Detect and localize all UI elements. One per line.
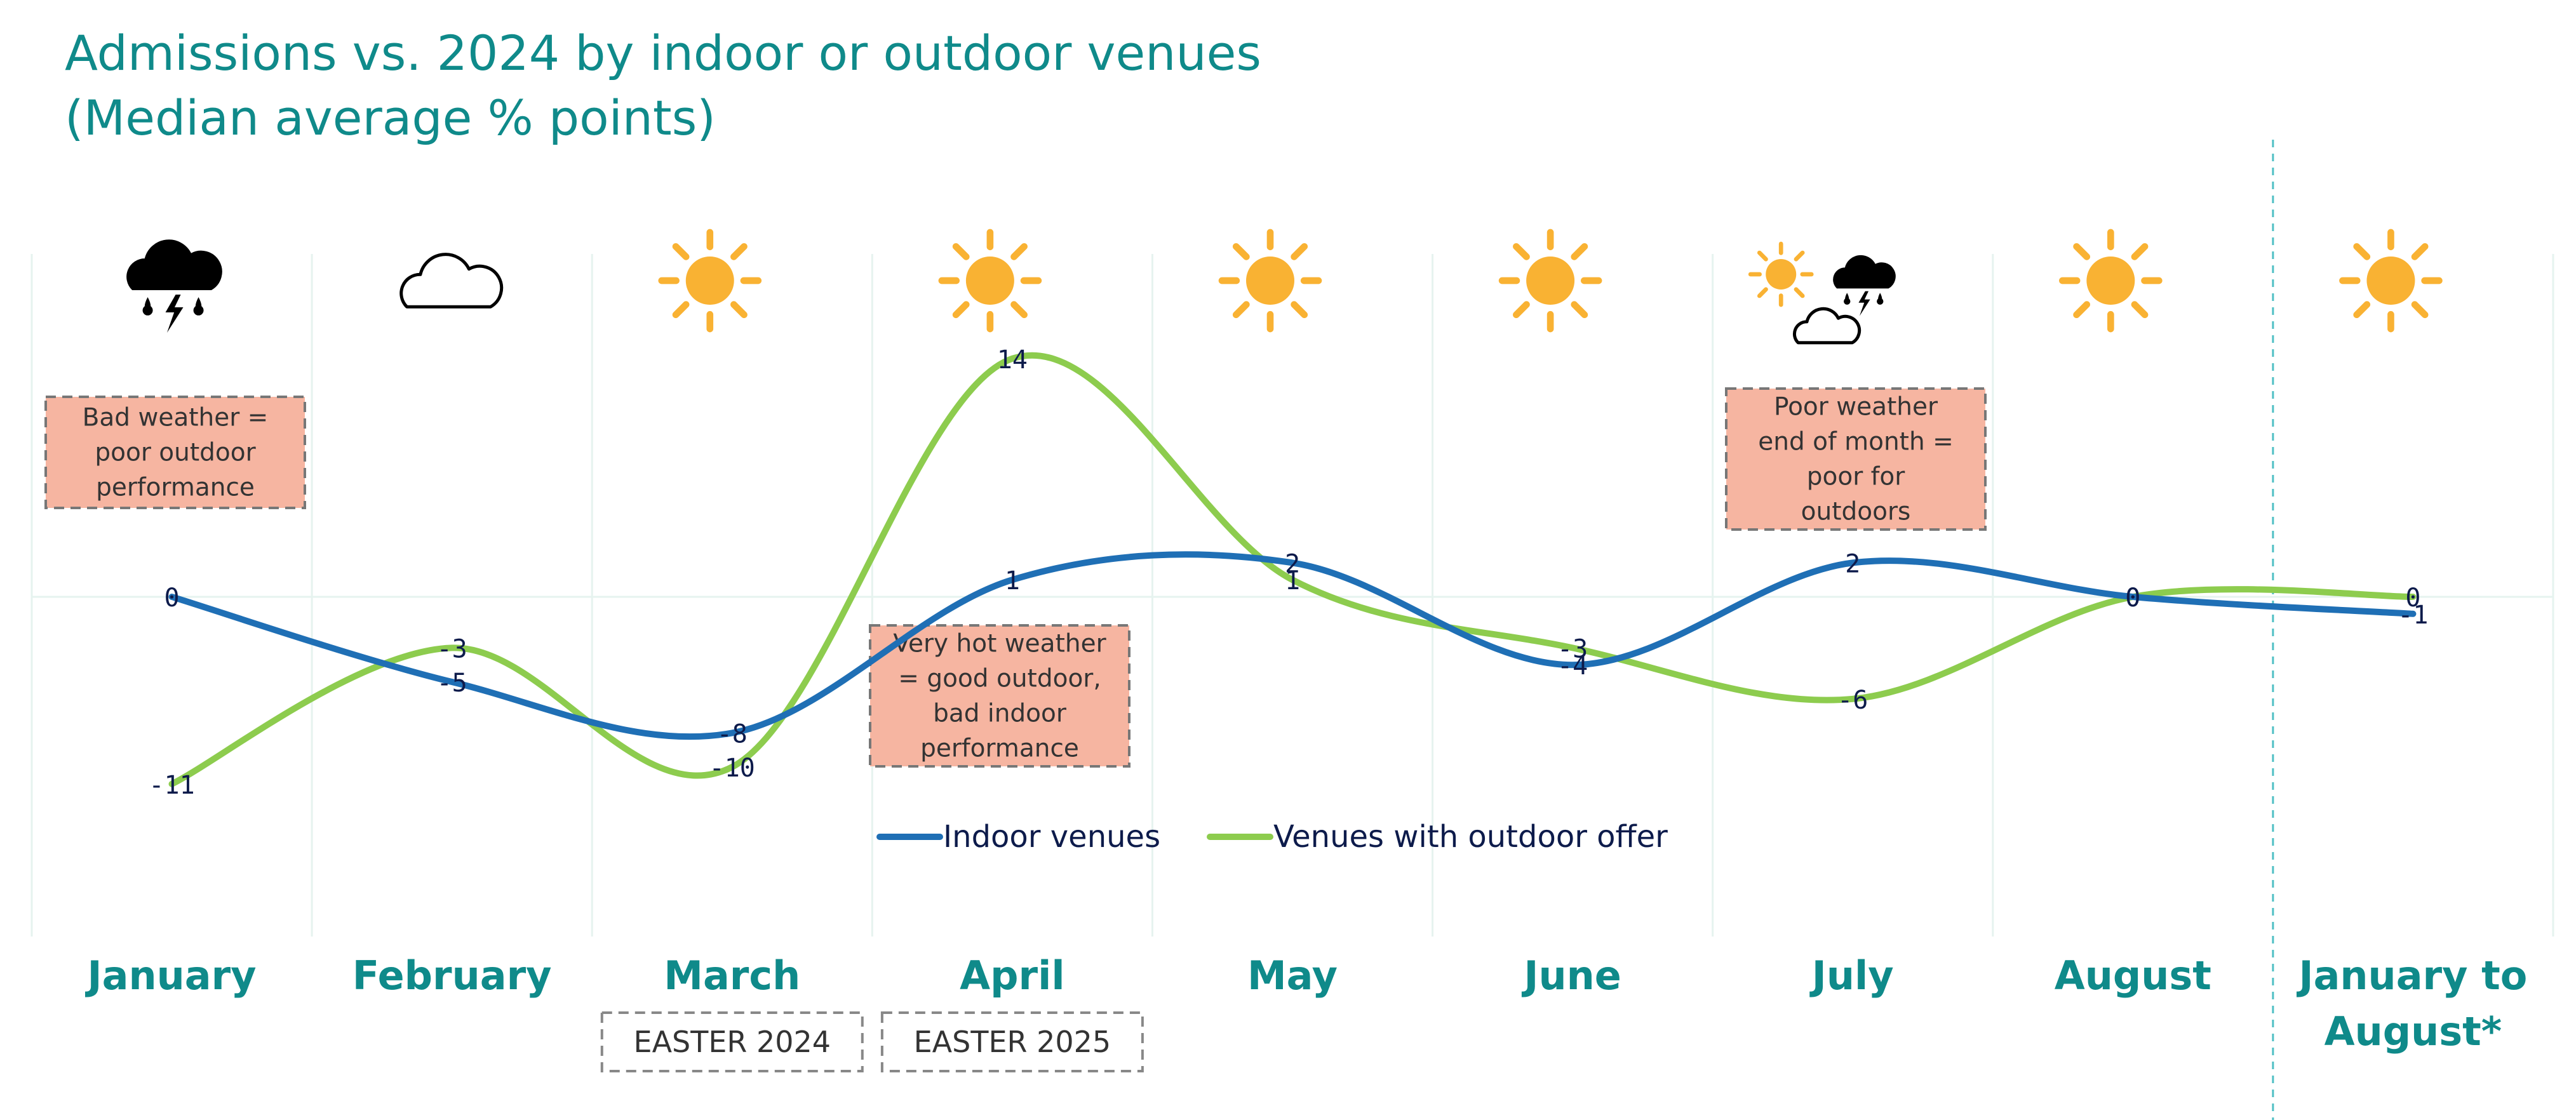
x-axis-labels: January February March April May June July Augu… xyxy=(85,952,2528,1055)
data-label: -1 xyxy=(2398,601,2428,630)
sun-icon xyxy=(1498,229,1602,333)
data-label: -3 xyxy=(1557,634,1588,663)
data-label: 1 xyxy=(1285,566,1300,596)
callout-line: = good outdoor, xyxy=(898,665,1101,693)
x-tick-label: August* xyxy=(2324,1008,2502,1055)
callout-line: Bad weather = xyxy=(83,404,269,432)
x-tick-label: March xyxy=(664,952,800,999)
data-label: 1 xyxy=(1005,566,1020,596)
legend-label: Indoor venues xyxy=(943,819,1160,855)
data-label: -3 xyxy=(437,634,467,663)
callout-line: Poor weather xyxy=(1774,393,1938,422)
x-tick-label: January to xyxy=(2297,952,2528,999)
data-label: 2 xyxy=(1845,549,1860,578)
x-tick-label: May xyxy=(1247,952,1338,999)
data-label: 0 xyxy=(164,583,180,613)
callout-box xyxy=(44,396,306,509)
x-tick-label: June xyxy=(1521,952,1621,999)
callout-box xyxy=(869,624,1130,768)
data-label: 0 xyxy=(2125,583,2140,613)
series-lines xyxy=(168,352,2417,787)
callout-line: poor for xyxy=(1807,463,1905,491)
legend-label: Venues with outdoor offer xyxy=(1273,819,1668,855)
sun-icon xyxy=(1748,241,1814,307)
sun-icon xyxy=(2339,229,2443,333)
x-tick-label: January xyxy=(85,952,257,999)
callout-line: Very hot weather xyxy=(893,630,1106,658)
data-label: -10 xyxy=(709,754,755,783)
callouts: Bad weather =poor outdoorperformanceVery… xyxy=(44,387,1987,768)
callout-box xyxy=(1725,387,1987,531)
data-label: -6 xyxy=(1837,686,1868,715)
legend: Indoor venues Venues with outdoor offer xyxy=(876,819,1668,855)
weather-icons xyxy=(126,229,2443,345)
sun-icon xyxy=(938,229,1042,333)
data-label: -4 xyxy=(1557,651,1588,681)
sun-icon xyxy=(1218,229,1322,333)
callout-april: Very hot weather = good outdoor, bad indoo… xyxy=(869,624,1130,768)
easter-2024-tag: EASTER 2024 xyxy=(600,1011,864,1072)
easter-tag-label: EASTER 2025 xyxy=(914,1025,1111,1059)
easter-tag-box xyxy=(880,1011,1144,1072)
callout-line: outdoors xyxy=(1801,498,1911,526)
easter-tag-label: EASTER 2024 xyxy=(634,1025,831,1059)
callout-line: end of month = xyxy=(1758,428,1954,457)
callout-january: Bad weather = poor outdoor performance xyxy=(44,396,306,509)
storm-cloud-icon xyxy=(1833,255,1896,316)
data-label: -11 xyxy=(149,771,194,800)
data-label: 2 xyxy=(1285,549,1300,578)
x-tick-label: April xyxy=(960,952,1064,999)
data-label: -5 xyxy=(437,669,467,698)
legend-item-outdoor: Venues with outdoor offer xyxy=(1207,819,1668,855)
easter-tag-box xyxy=(600,1011,864,1072)
data-label: 0 xyxy=(2405,583,2420,613)
chart-subtitle: (Median average % points) xyxy=(65,90,716,146)
data-label: 14 xyxy=(997,345,1028,375)
sun-icon xyxy=(2059,229,2163,333)
callout-line: poor outdoor xyxy=(95,439,256,467)
sun-icon xyxy=(658,229,762,333)
data-label: -8 xyxy=(717,719,748,749)
x-tick-label: July xyxy=(1809,952,1894,999)
callout-line: bad indoor xyxy=(933,700,1067,728)
storm-cloud-icon xyxy=(126,239,222,333)
data-label: 0 xyxy=(2125,583,2140,613)
series-line-indoor xyxy=(168,551,2417,740)
x-tick-label: August xyxy=(2055,952,2211,999)
cloud-icon xyxy=(399,253,504,309)
callout-line: performance xyxy=(920,735,1079,763)
cloud-icon xyxy=(1792,307,1862,345)
x-tick-label: February xyxy=(352,952,552,999)
callout-line: performance xyxy=(96,474,255,502)
series-line-outdoor xyxy=(168,352,2417,787)
legend-item-indoor: Indoor venues xyxy=(876,819,1160,855)
callout-july: Poor weather end of month = poor for outdoo… xyxy=(1725,387,1987,531)
easter-tags: EASTER 2024 EASTER 2025 xyxy=(600,1011,1144,1072)
chart-title: Admissions vs. 2024 by indoor or outdoor… xyxy=(65,25,1261,81)
easter-2025-tag: EASTER 2025 xyxy=(880,1011,1144,1072)
